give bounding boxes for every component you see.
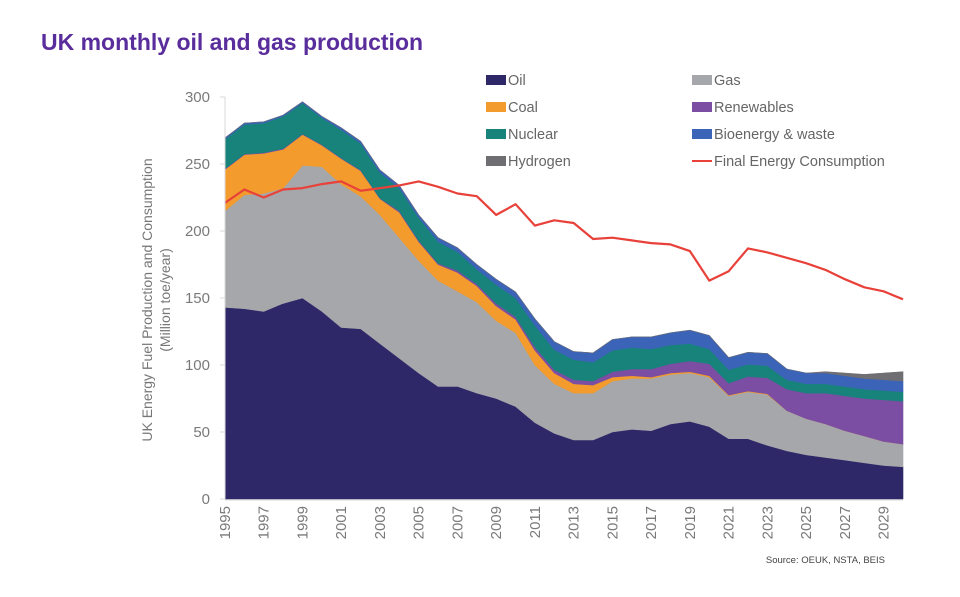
legend-label: Nuclear — [508, 127, 558, 143]
chart-title: UK monthly oil and gas production — [41, 29, 424, 55]
y-tick-label: 100 — [185, 357, 210, 374]
legend-swatch — [486, 75, 506, 85]
y-axis-label: UK Energy Fuel Production and Consumptio… — [139, 158, 155, 441]
x-tick-label: 1997 — [256, 506, 273, 539]
y-tick-label: 200 — [185, 223, 210, 240]
y-tick-label: 300 — [185, 89, 210, 106]
legend-label: Bioenergy & waste — [714, 127, 835, 143]
x-tick-label: 2005 — [411, 506, 428, 539]
x-tick-label: 2003 — [372, 506, 389, 539]
line-final-energy-consumption — [224, 180, 904, 301]
legend-swatch — [692, 102, 712, 112]
x-tick-label: 2009 — [488, 506, 505, 539]
area-layers — [224, 101, 904, 500]
y-tick-label: 250 — [185, 156, 210, 173]
x-tick-label: 2017 — [643, 506, 660, 539]
x-tick-label: 2029 — [876, 506, 893, 539]
x-tick-label: 2027 — [837, 506, 854, 539]
x-tick-label: 2007 — [449, 506, 466, 539]
axes: 0 50 100 150 200 250 300 1995 1997 1999 2001 2003 20… — [185, 89, 903, 539]
legend-label: Renewables — [714, 100, 794, 116]
y-tick-label: 150 — [185, 290, 210, 307]
legend-swatch — [486, 129, 506, 139]
x-tick-label: 2011 — [527, 506, 544, 538]
legend: Oil Gas Coal Renewables Nuclear Bioenergy & w… — [486, 73, 885, 170]
x-tick-label: 2023 — [759, 506, 776, 539]
legend-label: Hydrogen — [508, 154, 571, 170]
x-tick-label: 2015 — [604, 506, 621, 539]
legend-label: Gas — [714, 73, 741, 89]
y-tick-label: 0 — [202, 491, 210, 508]
legend-swatch — [486, 102, 506, 112]
x-tick-label: 1995 — [217, 506, 234, 539]
x-tick-label: 2001 — [333, 506, 350, 539]
y-tick-label: 50 — [193, 424, 210, 441]
x-tick-label: 2013 — [566, 506, 583, 539]
area-hydrogen — [224, 101, 904, 382]
legend-label: Final Energy Consumption — [714, 154, 885, 170]
legend-label: Coal — [508, 100, 538, 116]
y-axis-label-units: (Million toe/year) — [157, 248, 173, 351]
x-tick-label: 2025 — [798, 506, 815, 539]
legend-swatch — [486, 156, 506, 166]
legend-swatch — [692, 129, 712, 139]
legend-swatch — [692, 75, 712, 85]
consumption-line-layer — [224, 180, 904, 301]
x-tick-label: 1999 — [294, 506, 311, 539]
x-tick-label: 2019 — [682, 506, 699, 539]
legend-label: Oil — [508, 73, 526, 89]
source-note: Source: OEUK, NSTA, BEIS — [766, 555, 885, 566]
x-tick-label: 2021 — [721, 506, 738, 539]
